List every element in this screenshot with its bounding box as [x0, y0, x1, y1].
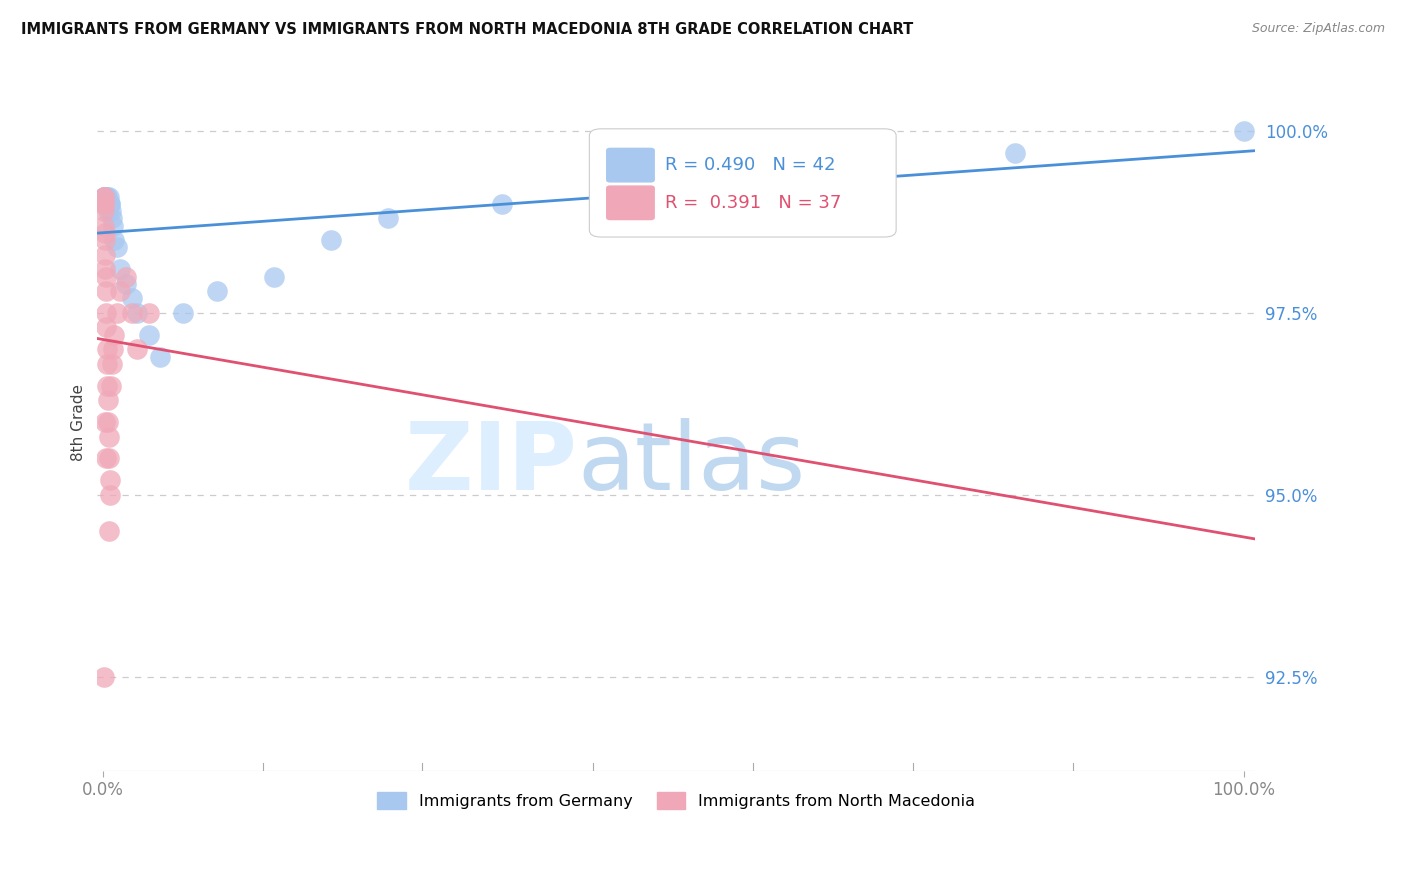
Point — [101, 357, 124, 371]
Point — [93, 189, 115, 203]
Point — [98, 451, 121, 466]
Point — [94, 226, 117, 240]
Point — [115, 269, 138, 284]
Point — [205, 284, 228, 298]
Point — [96, 320, 118, 334]
Point — [94, 415, 117, 429]
Point — [121, 292, 143, 306]
Point — [96, 357, 118, 371]
Point — [96, 343, 118, 357]
Point — [100, 488, 122, 502]
Point — [121, 306, 143, 320]
Point — [96, 378, 118, 392]
Point — [108, 284, 131, 298]
Point — [96, 451, 118, 466]
Point — [98, 197, 121, 211]
Point — [172, 306, 194, 320]
Point — [138, 327, 160, 342]
Point — [94, 269, 117, 284]
Point — [96, 189, 118, 203]
Legend: Immigrants from Germany, Immigrants from North Macedonia: Immigrants from Germany, Immigrants from… — [371, 785, 981, 815]
Point — [377, 211, 399, 226]
Point — [97, 189, 120, 203]
Point — [93, 189, 115, 203]
Point — [105, 306, 128, 320]
Text: Source: ZipAtlas.com: Source: ZipAtlas.com — [1251, 22, 1385, 36]
Point — [127, 306, 149, 320]
Point — [100, 378, 122, 392]
Point — [103, 327, 125, 342]
Point — [93, 669, 115, 683]
Point — [94, 262, 117, 277]
Point — [94, 197, 117, 211]
Point — [94, 284, 117, 298]
Text: ZIP: ZIP — [405, 417, 578, 510]
Point — [321, 233, 343, 247]
Point — [96, 189, 118, 203]
Y-axis label: 8th Grade: 8th Grade — [72, 384, 86, 460]
Point — [97, 204, 120, 219]
Text: R =  0.391   N = 37: R = 0.391 N = 37 — [665, 194, 841, 211]
FancyBboxPatch shape — [607, 148, 654, 182]
Text: IMMIGRANTS FROM GERMANY VS IMMIGRANTS FROM NORTH MACEDONIA 8TH GRADE CORRELATION: IMMIGRANTS FROM GERMANY VS IMMIGRANTS FR… — [21, 22, 914, 37]
Point — [149, 350, 172, 364]
Point — [1232, 124, 1254, 138]
Point — [97, 524, 120, 538]
Point — [101, 211, 124, 226]
Point — [138, 306, 160, 320]
Point — [105, 240, 128, 254]
Point — [94, 197, 117, 211]
Text: R = 0.490   N = 42: R = 0.490 N = 42 — [665, 156, 835, 174]
Point — [491, 197, 513, 211]
Point — [96, 197, 118, 211]
Point — [662, 182, 685, 196]
Point — [93, 197, 115, 211]
Point — [93, 197, 115, 211]
Point — [127, 343, 149, 357]
Point — [96, 197, 118, 211]
Point — [103, 233, 125, 247]
Point — [98, 197, 121, 211]
Point — [263, 269, 285, 284]
Point — [103, 219, 125, 233]
Point — [97, 429, 120, 443]
Point — [93, 189, 115, 203]
Point — [94, 197, 117, 211]
Point — [108, 262, 131, 277]
Point — [98, 473, 121, 487]
Point — [1004, 145, 1026, 160]
Point — [103, 343, 125, 357]
Point — [96, 197, 118, 211]
FancyBboxPatch shape — [607, 186, 654, 219]
Point — [93, 197, 115, 211]
Point — [97, 393, 120, 408]
Point — [94, 189, 117, 203]
Point — [93, 197, 115, 211]
Point — [93, 204, 115, 219]
Point — [834, 161, 856, 175]
Point — [94, 248, 117, 262]
Point — [93, 219, 115, 233]
Point — [97, 197, 120, 211]
Point — [100, 204, 122, 219]
FancyBboxPatch shape — [589, 128, 896, 237]
Point — [100, 197, 122, 211]
Point — [94, 233, 117, 247]
Point — [115, 277, 138, 291]
Point — [97, 415, 120, 429]
Point — [94, 189, 117, 203]
Text: atlas: atlas — [578, 417, 806, 510]
Point — [94, 197, 117, 211]
Point — [93, 189, 115, 203]
Point — [96, 306, 118, 320]
